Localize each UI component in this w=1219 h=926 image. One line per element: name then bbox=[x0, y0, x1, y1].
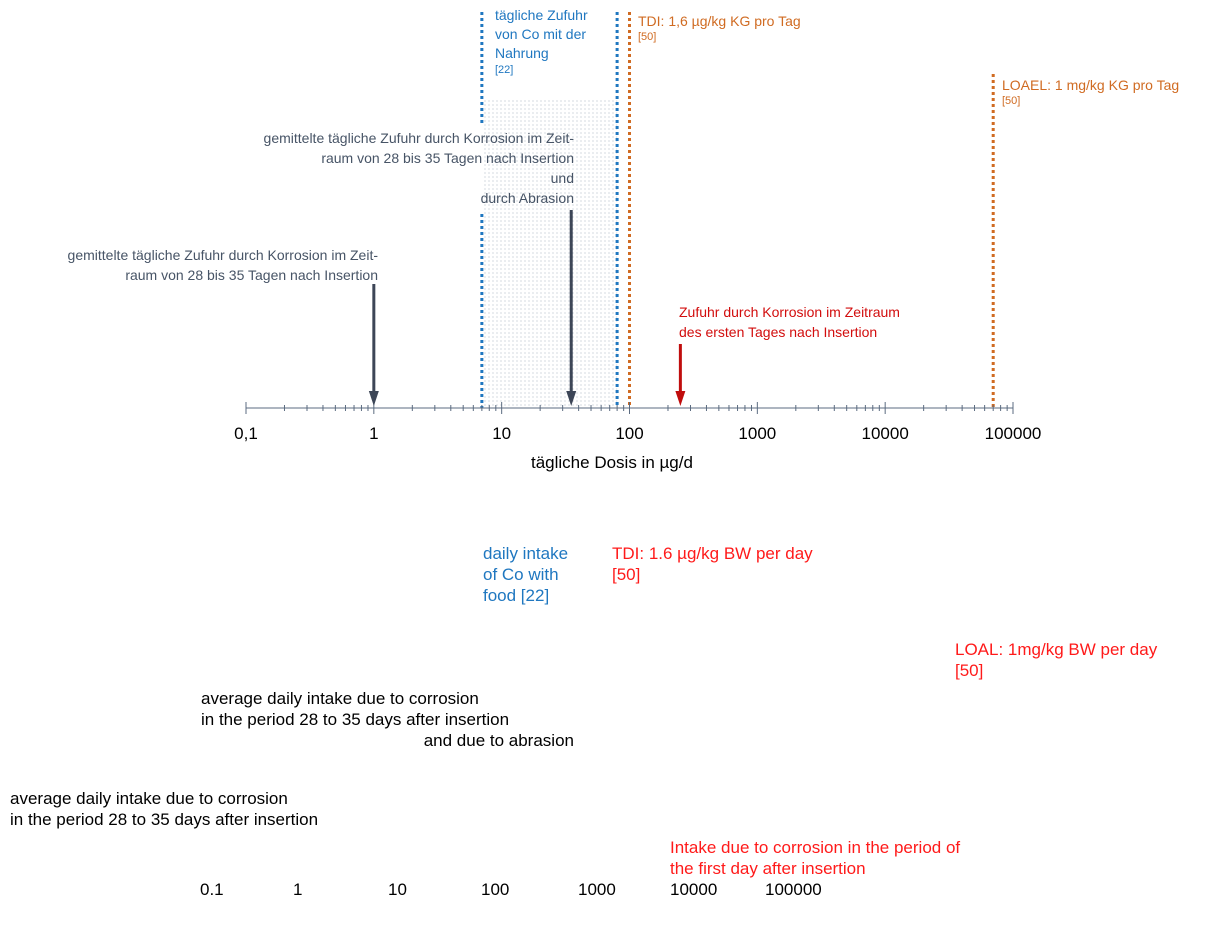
corrosion-abrasion-label-de: gemittelte tägliche Zufuhr durch Korrosi… bbox=[263, 130, 574, 206]
corrosion-abrasion-label-en: average daily intake due to corrosion in… bbox=[201, 689, 574, 750]
corrosion-label-de: gemittelte tägliche Zufuhr durch Korrosi… bbox=[67, 247, 378, 283]
tick-label-en-5: 10000 bbox=[670, 880, 718, 899]
tick-label-en-3: 100 bbox=[481, 880, 510, 899]
corrosion-arrow-head bbox=[368, 391, 379, 406]
food-intake-band bbox=[481, 98, 618, 408]
food-intake-ref-de: [22] bbox=[495, 64, 514, 76]
first-day-label-de: Zufuhr durch Korrosion im Zeitraum des e… bbox=[679, 304, 900, 340]
loael-ref-de: [50] bbox=[1002, 95, 1021, 107]
tick-label-de: 0,1 bbox=[234, 424, 258, 443]
tick-label-de: 10000 bbox=[861, 424, 909, 443]
tick-label-de: 1000 bbox=[738, 424, 777, 443]
tick-label-en-0: 0.1 bbox=[200, 880, 224, 899]
tdi-label-de: TDI: 1,6 µg/kg KG pro Tag [50] bbox=[638, 13, 801, 43]
tick-label-de: 1 bbox=[369, 424, 379, 443]
corrosion-abrasion-arrow-head bbox=[566, 391, 577, 406]
tick-label-de: 10 bbox=[492, 424, 512, 443]
first-day-arrow-head bbox=[675, 391, 686, 406]
food-intake-label-en: daily intake of Co with food [22] bbox=[483, 544, 569, 605]
tdi-label-en: TDI: 1.6 µg/kg BW per day [50] bbox=[612, 544, 813, 584]
food-intake-label-de: tägliche Zufuhr von Co mit der Nahrung [… bbox=[495, 7, 588, 76]
tick-label-en-6: 100000 bbox=[765, 880, 822, 899]
corrosion-label-en: average daily intake due to corrosion in… bbox=[10, 789, 319, 829]
axis-title-de: tägliche Dosis in µg/d bbox=[531, 453, 693, 472]
tick-label-de: 100 bbox=[615, 424, 644, 443]
tick-label-en-2: 10 bbox=[388, 880, 407, 899]
tick-label-en-4: 1000 bbox=[578, 880, 616, 899]
loael-label-de: LOAEL: 1 mg/kg KG pro Tag [50] bbox=[1002, 77, 1180, 107]
tick-label-de: 100000 bbox=[984, 424, 1042, 443]
tdi-ref-de: [50] bbox=[638, 31, 657, 43]
first-day-label-en: Intake due to corrosion in the period of… bbox=[670, 838, 961, 878]
tick-label-en-1: 1 bbox=[293, 880, 303, 899]
loal-label-en: LOAL: 1mg/kg BW per day [50] bbox=[955, 640, 1158, 680]
